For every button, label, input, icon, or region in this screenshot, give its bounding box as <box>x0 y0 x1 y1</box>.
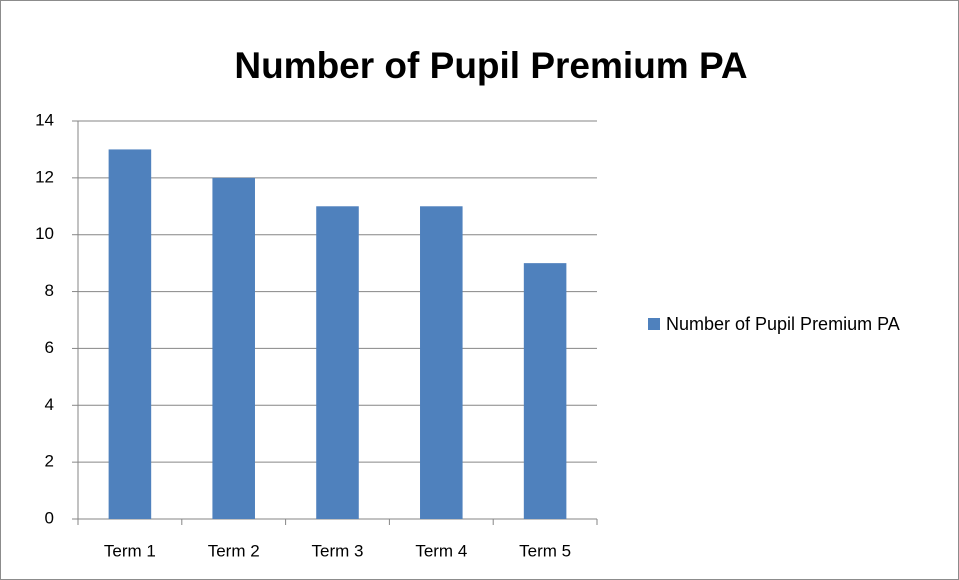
bar <box>108 149 152 519</box>
x-tick-label: Term 5 <box>519 541 571 560</box>
y-tick-label: 8 <box>45 281 54 300</box>
y-tick-label: 10 <box>35 224 54 243</box>
bar <box>523 263 567 519</box>
legend-label: Number of Pupil Premium PA <box>666 314 900 334</box>
bar <box>420 206 463 520</box>
x-tick-label: Term 4 <box>415 541 467 560</box>
x-tick-label: Term 2 <box>208 541 260 560</box>
y-tick-label: 4 <box>45 395 54 414</box>
y-tick-label: 0 <box>45 508 54 527</box>
y-tick-label: 14 <box>35 110 54 129</box>
y-tick-label: 6 <box>45 338 54 357</box>
legend-swatch <box>648 318 660 330</box>
legend: Number of Pupil Premium PA <box>648 308 916 341</box>
chart-title: Number of Pupil Premium PA <box>234 45 747 86</box>
bar <box>316 206 359 520</box>
x-tick-label: Term 3 <box>312 541 364 560</box>
y-tick-label: 2 <box>45 452 54 471</box>
bar <box>212 177 255 519</box>
x-tick-label: Term 1 <box>104 541 156 560</box>
y-tick-label: 12 <box>35 167 54 186</box>
